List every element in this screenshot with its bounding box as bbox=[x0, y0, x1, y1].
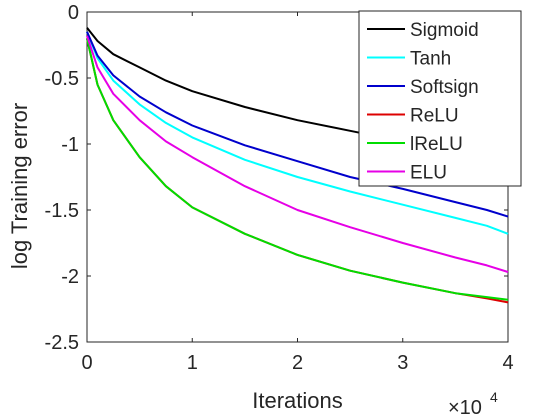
series-line-elu bbox=[86, 35, 509, 273]
x-tick-label: 4 bbox=[502, 352, 513, 374]
legend-label-relu: ReLU bbox=[410, 106, 459, 127]
series-line-softsign bbox=[86, 31, 509, 218]
x-exponent-base: ×10 bbox=[448, 397, 482, 419]
x-ticks: 0 1 2 3 4 bbox=[81, 12, 514, 374]
y-tick-label: -1 bbox=[61, 134, 79, 156]
y-tick-label: -2 bbox=[61, 266, 79, 288]
legend-label-softsign: Softsign bbox=[410, 77, 479, 98]
legend: Sigmoid Tanh Softsign ReLU lReLU ELU bbox=[358, 10, 522, 187]
y-tick-label: -0.5 bbox=[45, 68, 79, 90]
legend-label-lrelu: lReLU bbox=[410, 134, 463, 155]
y-axis-label: log Training error bbox=[7, 103, 32, 269]
series-line-tanh bbox=[86, 31, 509, 235]
legend-label-tanh: Tanh bbox=[410, 49, 451, 70]
y-tick-label: -2.5 bbox=[45, 332, 79, 354]
series-line-lrelu bbox=[86, 38, 509, 301]
y-ticks: 0 -0.5 -1 -1.5 -2 -2.5 bbox=[45, 2, 508, 354]
legend-label-elu: ELU bbox=[410, 163, 447, 184]
x-tick-label: 0 bbox=[81, 352, 92, 374]
legend-box bbox=[358, 10, 522, 187]
x-tick-label: 2 bbox=[292, 352, 303, 374]
x-tick-label: 1 bbox=[187, 352, 198, 374]
x-exponent-power: 4 bbox=[490, 389, 498, 405]
y-tick-label: -1.5 bbox=[45, 200, 79, 222]
legend-label-sigmoid: Sigmoid bbox=[410, 20, 479, 41]
x-tick-label: 3 bbox=[397, 352, 408, 374]
y-tick-label: 0 bbox=[68, 2, 79, 24]
x-axis-label: Iterations bbox=[252, 388, 343, 413]
